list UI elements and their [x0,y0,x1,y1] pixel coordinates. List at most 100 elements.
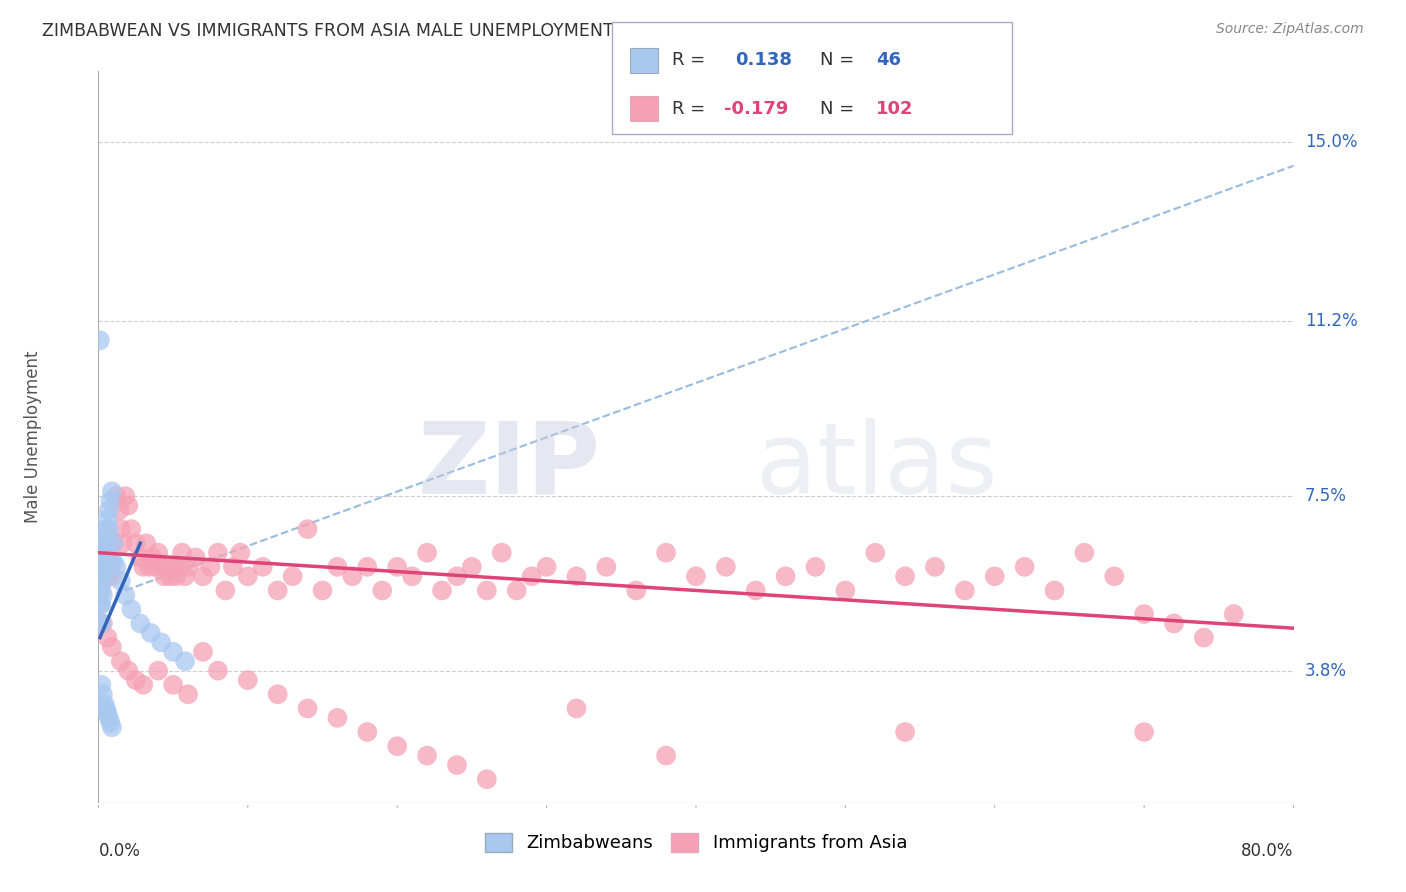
Point [714,559,737,574]
Point [430,583,453,598]
Point [401,569,423,583]
Point [311,583,333,598]
Point [371,583,394,598]
Text: -0.179: -0.179 [724,100,789,118]
Point [101,484,124,499]
Point [153,569,176,583]
Point [96,631,118,645]
Point [229,546,252,560]
Point [655,748,678,763]
Point [94,541,117,555]
Point [984,569,1007,583]
Point [132,559,155,574]
Point [105,489,128,503]
Point [685,569,707,583]
Point [536,559,558,574]
Point [1014,559,1036,574]
Point [775,569,797,583]
Point [132,678,155,692]
Point [177,559,200,574]
Point [98,559,122,574]
Point [101,720,124,734]
Point [385,739,409,754]
Text: 102: 102 [876,100,914,118]
Point [114,588,136,602]
Point [91,574,114,588]
Point [111,536,134,550]
Point [89,569,111,583]
Point [162,645,184,659]
Point [97,503,120,517]
Point [207,546,229,560]
Point [90,678,112,692]
Point [520,569,543,583]
Legend: Zimbabweans, Immigrants from Asia: Zimbabweans, Immigrants from Asia [478,826,914,860]
Text: 15.0%: 15.0% [1305,133,1357,151]
Text: Male Unemployment: Male Unemployment [24,351,42,524]
Point [94,559,117,574]
Point [1133,725,1156,739]
Point [506,583,529,598]
Point [139,626,162,640]
Text: 0.0%: 0.0% [98,842,141,860]
Point [129,550,152,565]
Point [103,536,125,550]
Point [252,559,274,574]
Point [105,559,128,574]
Point [172,546,194,560]
Point [94,522,117,536]
Point [491,546,513,560]
Point [141,550,163,565]
Point [655,546,678,560]
Point [326,559,349,574]
Point [90,598,112,612]
Point [894,569,917,583]
Point [94,559,117,574]
Point [222,559,245,574]
Point [834,583,856,598]
Point [150,635,173,649]
Point [162,559,184,574]
Point [97,522,120,536]
Point [953,583,976,598]
Point [90,550,112,565]
Point [101,640,124,654]
Point [416,546,439,560]
Point [297,701,319,715]
Point [281,569,304,583]
Point [162,678,184,692]
Point [125,536,148,550]
Point [924,559,946,574]
Text: Source: ZipAtlas.com: Source: ZipAtlas.com [1216,22,1364,37]
Text: 7.5%: 7.5% [1305,487,1347,505]
Point [595,559,617,574]
Point [91,559,114,574]
Point [117,664,139,678]
Point [117,499,139,513]
Point [125,673,148,687]
Point [165,569,187,583]
Text: ZIP: ZIP [418,417,600,515]
Text: atlas: atlas [756,417,997,515]
Point [89,616,111,631]
Point [90,583,112,598]
Point [385,559,409,574]
Point [94,701,117,715]
Point [120,602,142,616]
Point [184,550,207,565]
Point [236,569,259,583]
Point [236,673,259,687]
Point [356,559,378,574]
Point [167,559,190,574]
Point [446,758,468,772]
Point [114,489,136,503]
Text: ZIMBABWEAN VS IMMIGRANTS FROM ASIA MALE UNEMPLOYMENT CORRELATION CHART: ZIMBABWEAN VS IMMIGRANTS FROM ASIA MALE … [42,22,808,40]
Point [93,565,115,579]
Point [626,583,648,598]
Point [446,569,468,583]
Point [894,725,917,739]
Point [91,546,114,560]
Point [90,569,112,583]
Point [174,569,197,583]
Point [565,569,588,583]
